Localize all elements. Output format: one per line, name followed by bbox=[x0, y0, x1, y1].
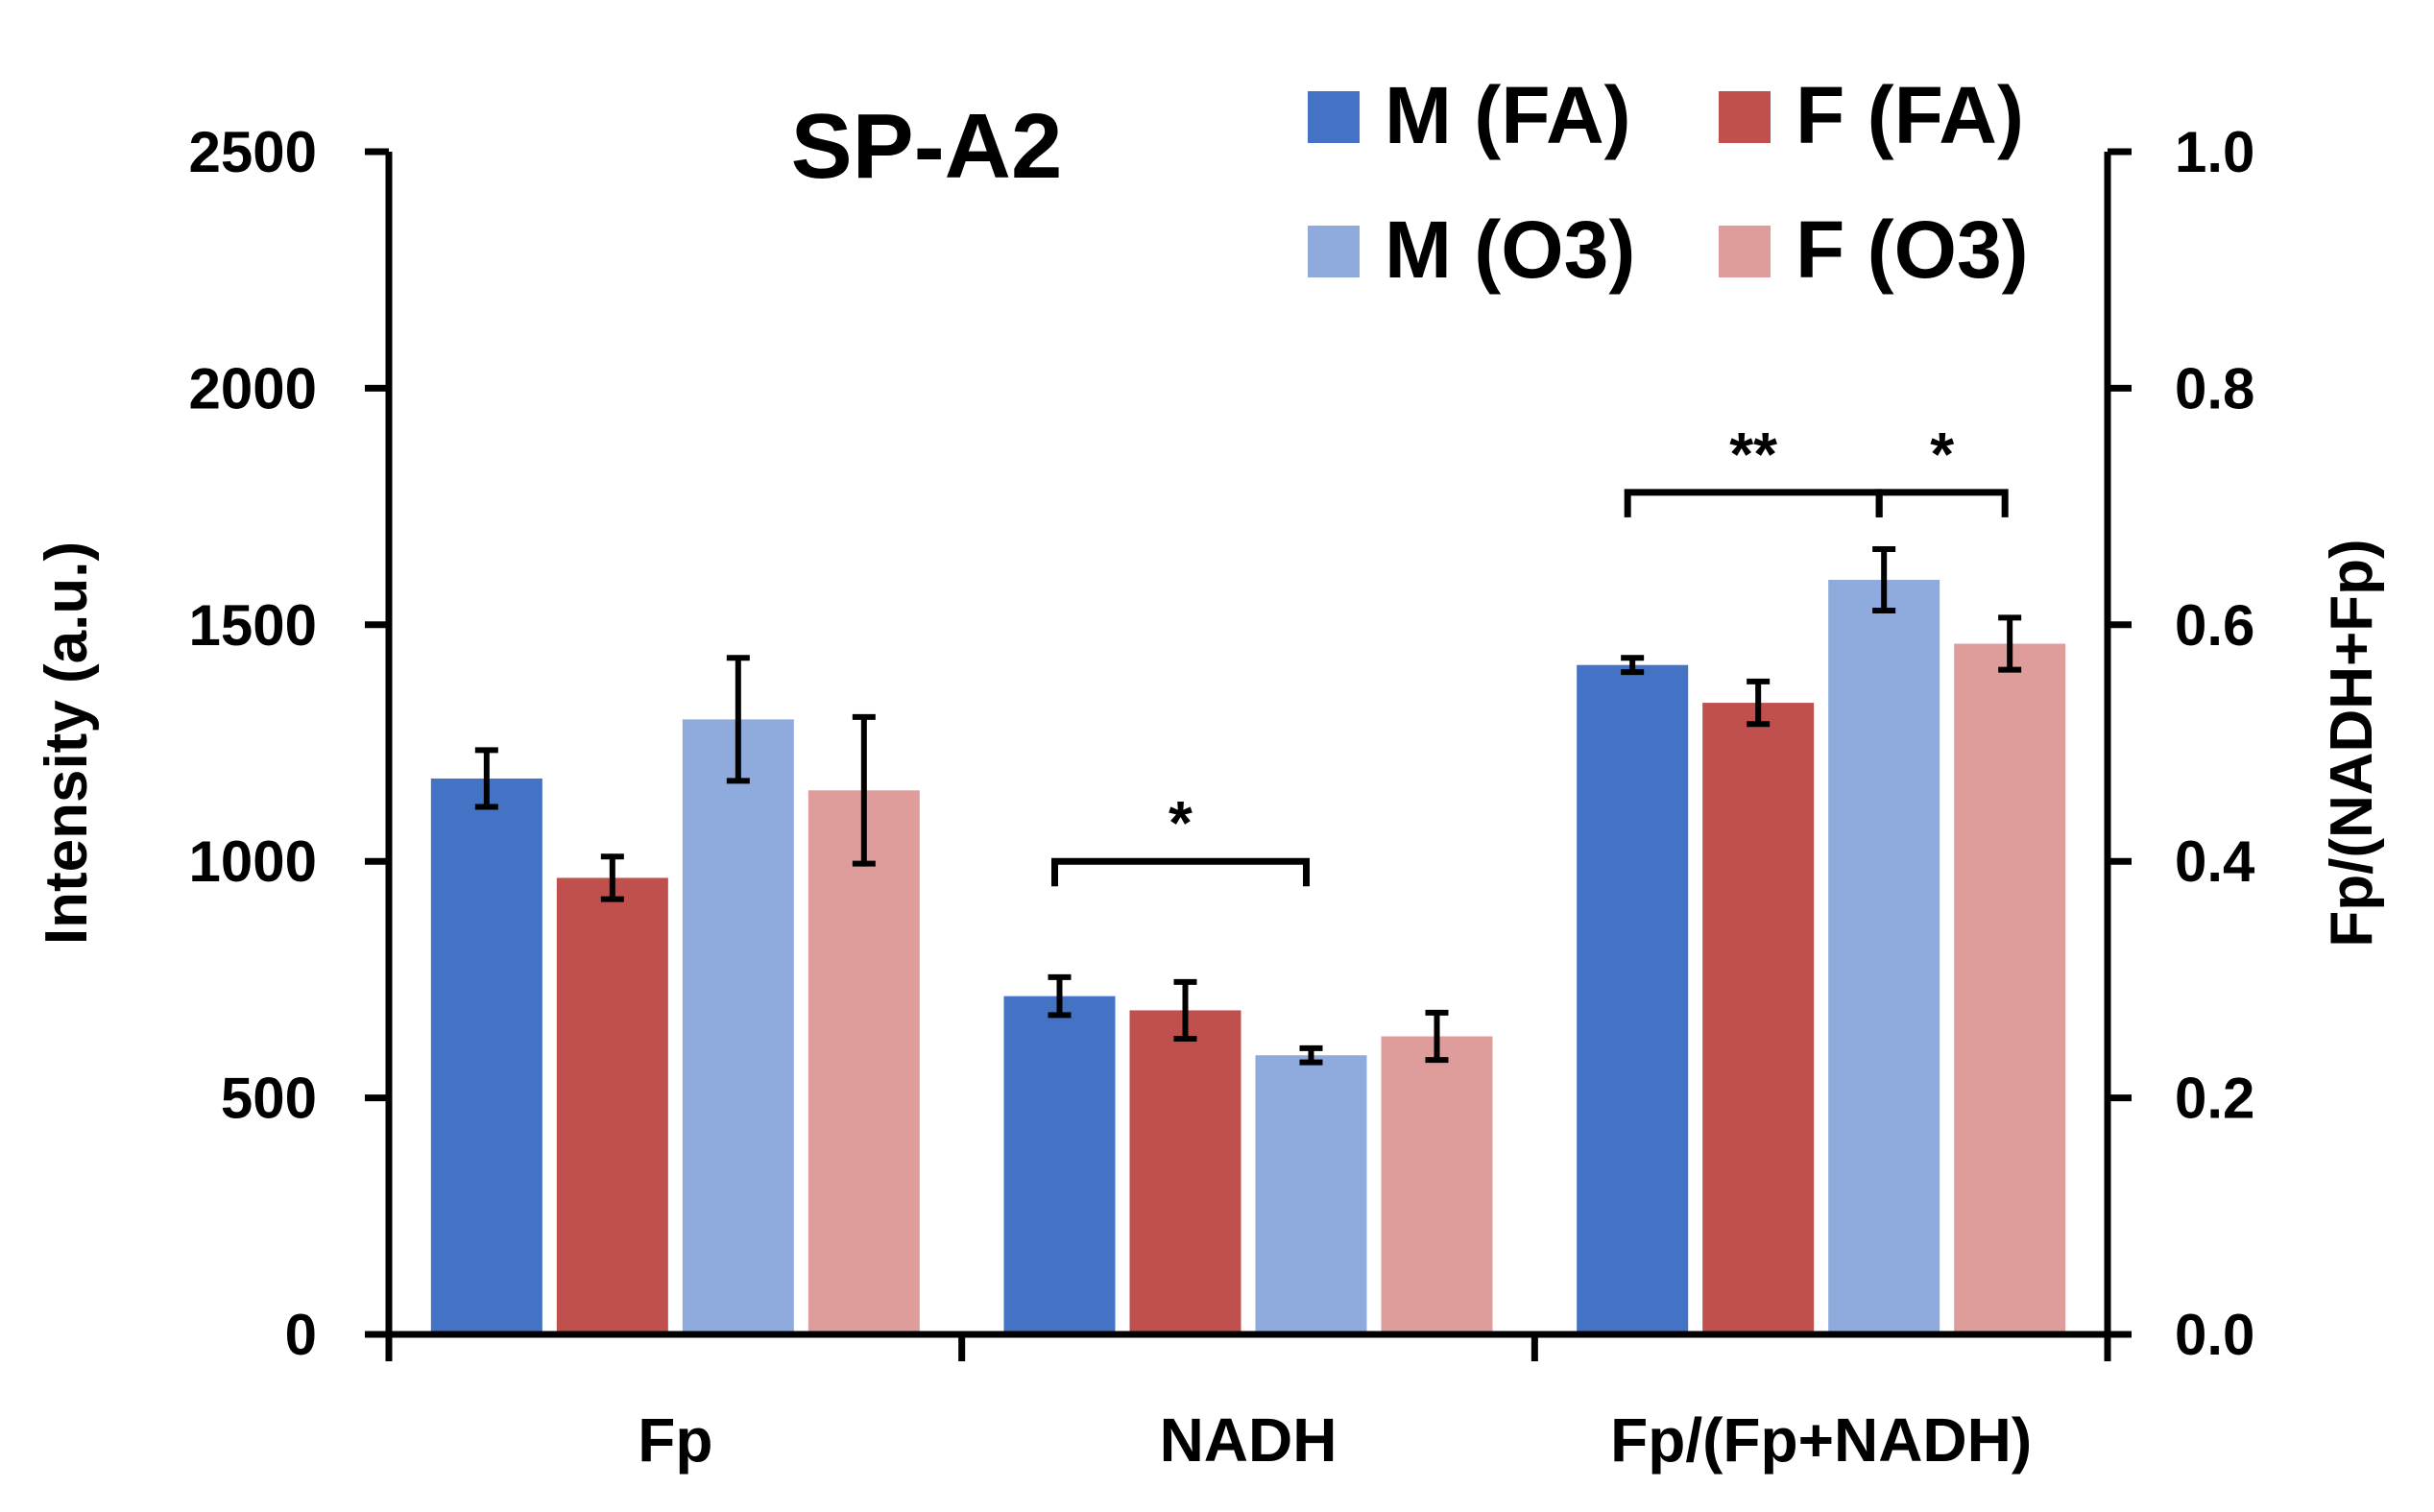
legend-swatch bbox=[1308, 91, 1360, 143]
axes bbox=[365, 152, 2132, 1338]
y2-tick-label: 0.0 bbox=[2175, 1303, 2254, 1367]
y2-tick-label: 0.2 bbox=[2175, 1067, 2254, 1131]
category-label: NADH bbox=[1160, 1405, 1337, 1475]
significance-bracket bbox=[1624, 489, 1883, 517]
bar bbox=[1702, 703, 1815, 1334]
y2-axis-label: Fp/(NADH+Fp) bbox=[2319, 539, 2385, 947]
error-bars bbox=[474, 545, 2022, 1066]
legend-swatch bbox=[1719, 226, 1771, 277]
y2-tick-label: 0.4 bbox=[2175, 829, 2255, 894]
significance-bracket bbox=[1875, 489, 2009, 517]
y2-tick-label: 0.6 bbox=[2175, 593, 2254, 658]
legend-label: F (O3) bbox=[1795, 204, 2029, 295]
bar bbox=[556, 877, 668, 1334]
legend-label: M (O3) bbox=[1385, 204, 1635, 295]
y-tick-label: 500 bbox=[221, 1067, 317, 1131]
y-tick-label: 1000 bbox=[189, 829, 317, 894]
left-axis-ticks: 0 500 1000 1500 2000 2500 bbox=[189, 120, 389, 1367]
bar bbox=[682, 719, 794, 1334]
significance-label: * bbox=[1169, 788, 1193, 857]
x-axis-ticks: Fp NADH Fp/(Fp+NADH) bbox=[385, 1334, 2111, 1475]
significance-bracket bbox=[1051, 857, 1310, 887]
bar bbox=[1003, 996, 1116, 1334]
bar bbox=[1954, 643, 2066, 1334]
y-axis-label: Intensity (a.u.) bbox=[34, 541, 100, 945]
bar bbox=[1129, 1010, 1241, 1334]
y2-tick-label: 0.8 bbox=[2175, 356, 2254, 420]
significance-label: * bbox=[1930, 420, 1954, 489]
bar bbox=[1577, 664, 1689, 1334]
category-label: Fp/(Fp+NADH) bbox=[1610, 1405, 2032, 1475]
bar bbox=[1255, 1055, 1367, 1334]
bars bbox=[430, 579, 2066, 1334]
right-axis-ticks: 0.0 0.2 0.4 0.6 0.8 1.0 bbox=[2108, 120, 2255, 1367]
bar bbox=[807, 790, 920, 1334]
legend: M (FA) F (FA) M (O3) F (O3) bbox=[1308, 70, 2029, 295]
chart-title: SP-A2 bbox=[791, 95, 1063, 198]
y-tick-label: 1500 bbox=[189, 593, 317, 658]
y-tick-label: 2500 bbox=[189, 120, 317, 184]
legend-swatch bbox=[1719, 91, 1771, 143]
bar bbox=[430, 778, 542, 1334]
legend-label: M (FA) bbox=[1385, 70, 1631, 160]
category-label: Fp bbox=[638, 1405, 712, 1475]
y-tick-label: 2000 bbox=[189, 356, 317, 420]
significance-label: ** bbox=[1729, 420, 1777, 489]
y-tick-label: 0 bbox=[285, 1303, 317, 1367]
bar bbox=[1381, 1036, 1493, 1334]
legend-label: F (FA) bbox=[1795, 70, 2024, 160]
significance-brackets: *** * bbox=[1051, 420, 2009, 887]
legend-swatch bbox=[1308, 226, 1360, 277]
bar bbox=[1828, 579, 1940, 1334]
y2-tick-label: 1.0 bbox=[2175, 120, 2254, 184]
